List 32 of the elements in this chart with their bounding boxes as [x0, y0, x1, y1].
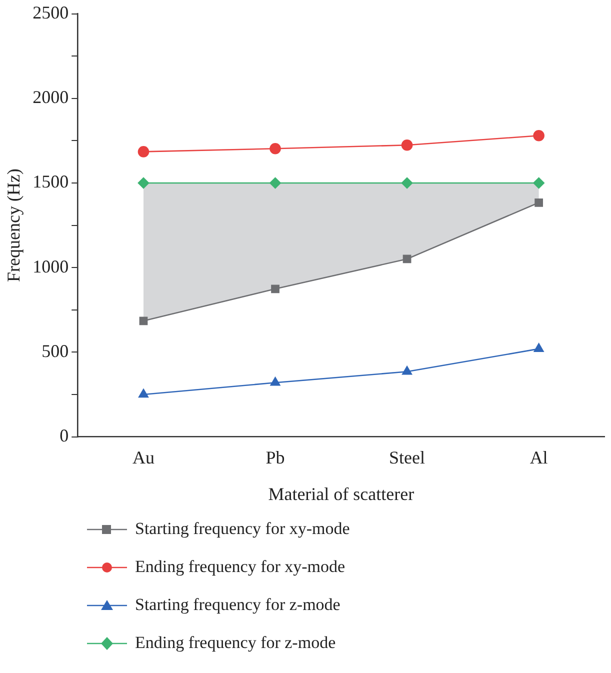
x-axis-title: Material of scatterer [268, 484, 414, 504]
y-tick-label: 2000 [32, 87, 69, 108]
legend-label: Starting frequency for xy-mode [135, 519, 350, 539]
point [402, 366, 412, 375]
point [401, 139, 413, 151]
y-tick-label: 1000 [32, 256, 69, 276]
point [402, 254, 412, 264]
y-tick-label: 1500 [32, 172, 69, 192]
x-tick-label: Au [132, 447, 154, 468]
point [534, 198, 543, 207]
legend-label: Ending frequency for z-mode [135, 633, 336, 653]
point [401, 177, 413, 189]
point [533, 177, 544, 189]
x-tick-label: Al [530, 447, 548, 468]
y-tick-label: 2500 [32, 2, 69, 23]
point [138, 388, 148, 398]
point [271, 284, 280, 294]
y-tick-label: 0 [60, 426, 69, 446]
y-tick-label: 500 [42, 340, 69, 361]
point [534, 343, 544, 352]
point [270, 143, 281, 154]
legend-label: Ending frequency for xy-mode [135, 557, 346, 577]
point [533, 130, 544, 142]
x-tick-label: Pb [266, 447, 285, 468]
y-axis-title: Frequency (Hz) [4, 168, 24, 282]
point [138, 146, 150, 158]
x-tick-label: Steel [389, 447, 426, 468]
legend-label: Starting frequency for z-mode [135, 595, 340, 615]
point [270, 177, 281, 189]
point [139, 316, 148, 326]
point [138, 177, 150, 189]
point [270, 377, 280, 386]
